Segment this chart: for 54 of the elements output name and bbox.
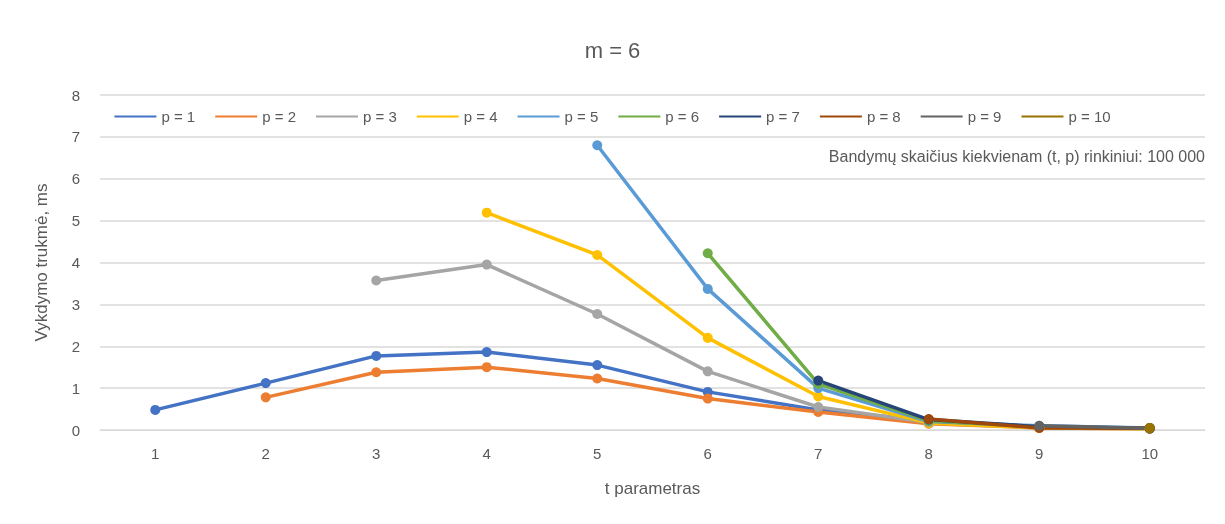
point [481, 207, 492, 218]
point [702, 332, 713, 343]
point [260, 378, 271, 389]
legend-label: p = 8 [866, 108, 901, 125]
chart-title: m = 6 [584, 37, 641, 63]
x-tick-label: 4 [482, 445, 491, 462]
legend-label: p = 5 [564, 108, 599, 125]
y-tick-label: 4 [71, 254, 80, 271]
y-tick-label: 0 [71, 421, 80, 439]
x-tick-label: 8 [924, 445, 933, 462]
x-tick-label: 5 [593, 445, 602, 462]
point [260, 392, 271, 403]
legend-label: p = 7 [766, 108, 800, 125]
x-tick-label: 6 [703, 445, 712, 462]
point [371, 275, 382, 286]
point [371, 367, 382, 378]
point [150, 404, 161, 415]
legend-label: p = 6 [665, 108, 700, 125]
y-tick-label: 8 [71, 86, 80, 104]
legend-label: p = 1 [161, 108, 196, 125]
x-tick-label: 10 [1141, 445, 1159, 462]
point [702, 283, 713, 294]
y-tick-label: 2 [71, 337, 80, 355]
point [592, 249, 603, 260]
point [371, 350, 382, 361]
point [702, 393, 713, 404]
y-tick-label: 3 [71, 295, 80, 313]
x-tick-label: 1 [151, 445, 160, 462]
x-tick-label: 3 [372, 445, 381, 462]
y-axis-title: Vykdymo trukmė, ms [32, 183, 51, 342]
legend-label: p = 4 [463, 108, 498, 125]
x-tick-label: 2 [261, 445, 270, 462]
legend-label: p = 10 [1068, 108, 1111, 125]
point [481, 259, 492, 270]
point [592, 309, 603, 319]
y-tick-label: 6 [71, 170, 80, 188]
annotation: Bandymų skaičius kiekvienam (t, p) rinkiniui: 100 000 [828, 147, 1206, 165]
y-tick-label: 5 [71, 212, 80, 230]
point [702, 248, 713, 259]
point [481, 362, 492, 373]
point [481, 347, 492, 358]
point [813, 391, 824, 402]
legend-label: p = 9 [967, 108, 1002, 125]
point [702, 366, 713, 377]
point [592, 140, 603, 151]
legend-label: p = 3 [362, 108, 397, 125]
x-tick-label: 7 [814, 445, 823, 462]
x-tick-label: 9 [1035, 445, 1044, 462]
legend-label: p = 2 [262, 108, 296, 125]
point [592, 360, 603, 371]
x-axis-title: t parametras [604, 479, 701, 498]
point [592, 373, 603, 384]
y-tick-label: 7 [71, 128, 80, 146]
y-tick-label: 1 [71, 379, 80, 397]
